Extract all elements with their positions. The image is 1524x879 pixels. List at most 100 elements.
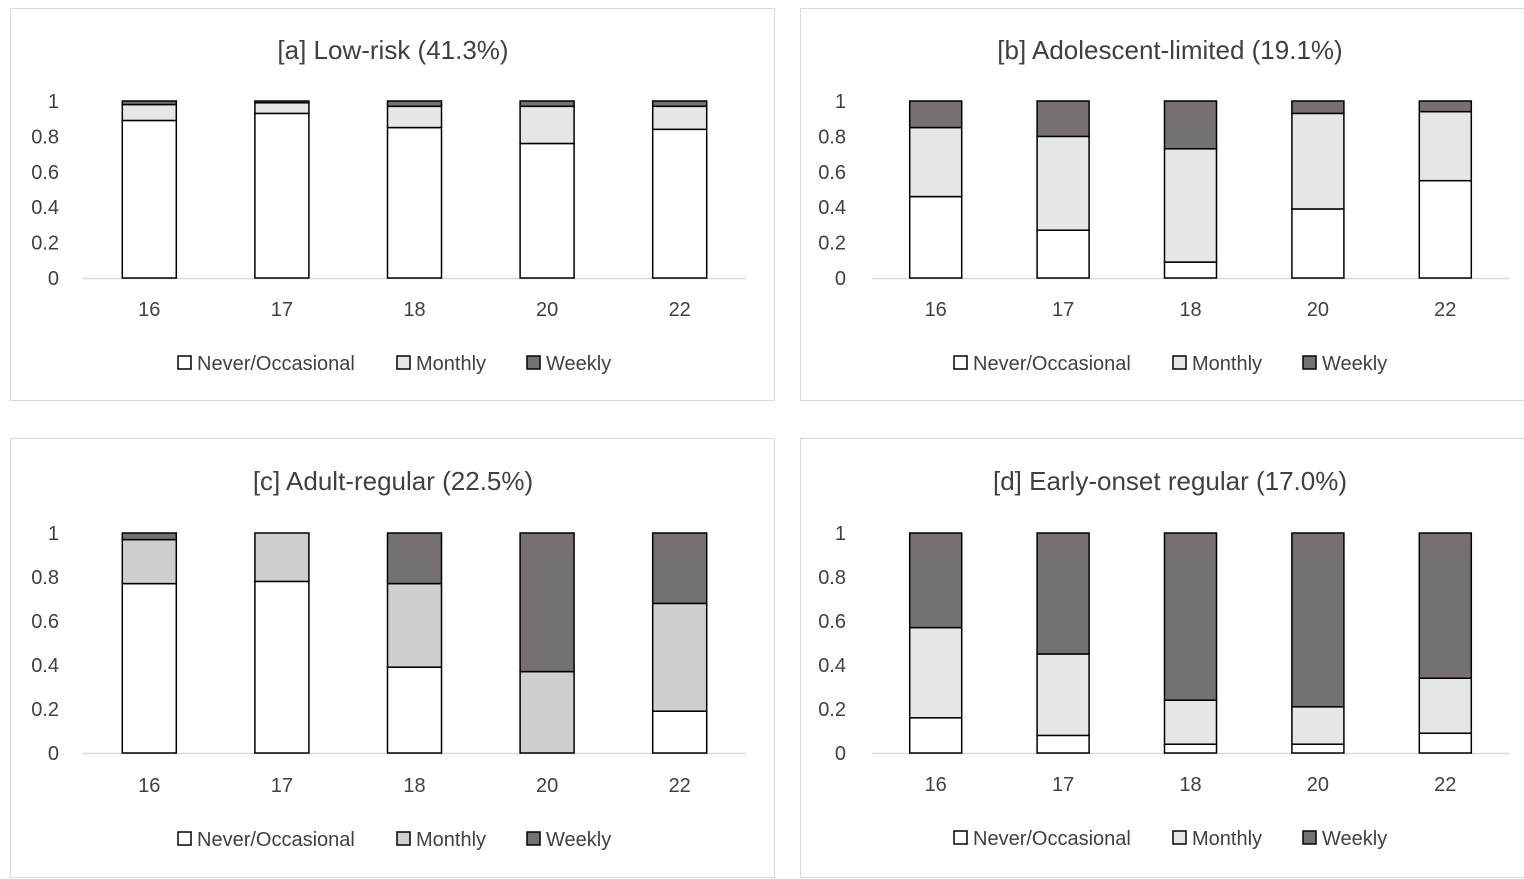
bar-segment-weekly bbox=[651, 532, 708, 605]
bar-segment-never-occasional bbox=[1291, 208, 1345, 279]
chart-title: [b] Adolescent-limited (19.1%) bbox=[997, 35, 1342, 65]
y-tick-label: 0.4 bbox=[31, 197, 59, 219]
bar-segment-never-occasional bbox=[651, 128, 708, 279]
chart-panel-b: [b] Adolescent-limited (19.1%) 0 0.2 0.4 0.… bbox=[800, 8, 1524, 401]
plot-area: 0 0.2 0.4 0.6 0.8 1 16 17 18 20 22 Never/Occasional… bbox=[818, 91, 1509, 375]
bar-segment-weekly bbox=[1036, 532, 1090, 655]
y-tick-label: 0.6 bbox=[818, 162, 846, 184]
bar-segment-monthly bbox=[1163, 699, 1218, 745]
bar-segment-never-occasional bbox=[386, 126, 443, 279]
bar-segment-weekly bbox=[1036, 100, 1090, 138]
y-tick-label: 1 bbox=[835, 523, 846, 545]
y-tick-label: 0.2 bbox=[31, 699, 59, 721]
x-tick-label: 17 bbox=[271, 775, 293, 797]
legend-swatch bbox=[396, 831, 411, 846]
legend-swatch bbox=[1302, 830, 1317, 845]
legend-swatch bbox=[526, 355, 541, 370]
bar-segment-monthly bbox=[1418, 677, 1473, 734]
bar-segment-weekly bbox=[386, 100, 443, 108]
y-tick-label: 0.8 bbox=[818, 567, 846, 589]
x-tick-label: 22 bbox=[1434, 774, 1456, 796]
bar-segment-monthly bbox=[651, 602, 708, 712]
legend-label: Monthly bbox=[416, 829, 486, 851]
chart-title: [a] Low-risk (41.3%) bbox=[277, 35, 508, 65]
bar-segment-weekly bbox=[908, 532, 963, 629]
x-tick-label: 17 bbox=[1052, 774, 1074, 796]
bar-segment-monthly bbox=[519, 105, 575, 145]
legend-label: Weekly bbox=[546, 829, 611, 851]
y-tick-label: 0.4 bbox=[818, 197, 846, 219]
bar-segment-never-occasional bbox=[519, 142, 575, 279]
bar-segment-monthly bbox=[519, 670, 575, 754]
bar-segment-monthly bbox=[908, 626, 963, 719]
bar-segment-never-occasional bbox=[121, 582, 178, 754]
bar-segment-weekly bbox=[254, 100, 310, 104]
x-tick-label: 18 bbox=[403, 775, 425, 797]
bar-segment-never-occasional bbox=[1036, 229, 1090, 279]
y-tick-label: 1 bbox=[48, 523, 59, 545]
bar-segment-monthly bbox=[1163, 148, 1218, 263]
y-tick-label: 0.8 bbox=[31, 567, 59, 589]
legend-swatch bbox=[1172, 830, 1187, 845]
y-tick-label: 0.8 bbox=[818, 126, 846, 148]
bar-segment-weekly bbox=[908, 100, 963, 129]
bar-segment-monthly bbox=[254, 532, 310, 583]
x-tick-label: 22 bbox=[669, 299, 691, 321]
legend-swatch bbox=[953, 830, 968, 845]
bar-segment-never-occasional bbox=[1418, 179, 1473, 279]
x-tick-label: 16 bbox=[925, 299, 947, 321]
chart-b-svg: [b] Adolescent-limited (19.1%) 0 0.2 0.4 0.… bbox=[818, 35, 1509, 375]
x-tick-label: 16 bbox=[138, 775, 160, 797]
x-tick-label: 18 bbox=[1179, 299, 1201, 321]
bar-segment-never-occasional bbox=[1291, 743, 1345, 754]
legend-swatch bbox=[177, 355, 192, 370]
legend-label: Monthly bbox=[416, 353, 486, 375]
x-tick-label: 20 bbox=[1307, 774, 1329, 796]
bar-segment-monthly bbox=[386, 582, 443, 668]
legend-label: Never/Occasional bbox=[197, 829, 355, 851]
x-tick-label: 20 bbox=[536, 299, 558, 321]
y-tick-label: 0 bbox=[835, 268, 846, 290]
y-tick-label: 0 bbox=[48, 743, 59, 765]
y-tick-label: 0.6 bbox=[31, 611, 59, 633]
bar-segment-never-occasional bbox=[908, 195, 963, 279]
bar-segment-monthly bbox=[1291, 112, 1345, 210]
x-tick-label: 20 bbox=[536, 775, 558, 797]
chart-panel-c: [c] Adult-regular (22.5%) 0 0.2 0.4 0.6 0.8 1… bbox=[10, 438, 775, 878]
chart-panel-a: [a] Low-risk (41.3%) 0 0.2 0.4 0.6 0.8 1 16 17 1… bbox=[10, 8, 775, 401]
bar-segment-weekly bbox=[1291, 100, 1345, 115]
bar-segment-weekly bbox=[519, 532, 575, 673]
bar-segment-monthly bbox=[1036, 135, 1090, 231]
legend-swatch bbox=[177, 831, 192, 846]
x-tick-label: 17 bbox=[271, 299, 293, 321]
y-tick-label: 0 bbox=[835, 743, 846, 765]
y-tick-label: 0.2 bbox=[818, 699, 846, 721]
bar-segment-never-occasional bbox=[254, 112, 310, 279]
x-tick-label: 18 bbox=[403, 299, 425, 321]
bar-segment-weekly bbox=[1418, 532, 1473, 679]
legend-swatch bbox=[396, 355, 411, 370]
legend-swatch bbox=[953, 355, 968, 370]
y-tick-label: 0.8 bbox=[31, 126, 59, 148]
bar-segment-never-occasional bbox=[1418, 732, 1473, 754]
y-tick-label: 0.6 bbox=[818, 611, 846, 633]
legend-label: Monthly bbox=[1192, 353, 1262, 375]
legend-label: Never/Occasional bbox=[973, 828, 1131, 850]
legend-swatch bbox=[526, 831, 541, 846]
legend-label: Weekly bbox=[546, 353, 611, 375]
bar-segment-never-occasional bbox=[1036, 734, 1090, 754]
legend-swatch bbox=[1302, 355, 1317, 370]
bar-segment-weekly bbox=[519, 100, 575, 108]
x-tick-label: 17 bbox=[1052, 299, 1074, 321]
bar-segment-monthly bbox=[1036, 653, 1090, 737]
x-tick-label: 20 bbox=[1307, 299, 1329, 321]
bar-segment-never-occasional bbox=[254, 580, 310, 754]
x-tick-label: 16 bbox=[925, 774, 947, 796]
y-tick-label: 0.4 bbox=[31, 655, 59, 677]
bar-segment-monthly bbox=[121, 538, 178, 585]
plot-area: 0 0.2 0.4 0.6 0.8 1 16 17 18 20 22 Never/Occasional… bbox=[31, 523, 746, 851]
plot-area: 0 0.2 0.4 0.6 0.8 1 16 17 18 20 22 Never/Occasional… bbox=[818, 523, 1509, 850]
x-tick-label: 22 bbox=[669, 775, 691, 797]
bar-segment-weekly bbox=[121, 532, 178, 541]
bar-segment-never-occasional bbox=[651, 710, 708, 754]
